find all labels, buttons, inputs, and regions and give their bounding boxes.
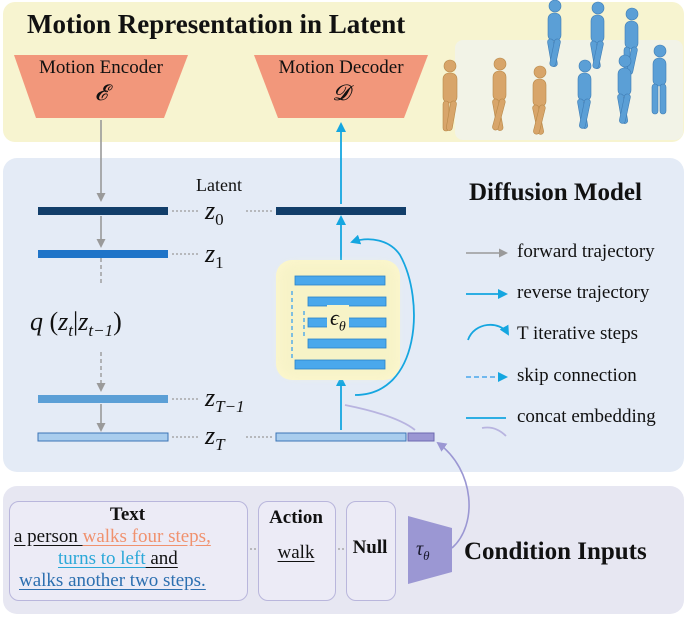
null-box-title: Null [352,537,388,558]
text-line-1b: walks four steps, [82,526,211,547]
z1-base: z [205,239,216,268]
action-box-value: walk [258,542,334,564]
tau-sub: θ [423,548,430,563]
diffusion-model-title: Diffusion Model [469,179,642,206]
action-box-title: Action [269,507,323,528]
tau-shape [408,516,452,584]
formula-sub-t1: t−1 [88,321,114,341]
human-figures-icon [442,0,683,140]
formula-sub-t: t [68,321,74,341]
z1-label: z1 [205,239,224,273]
zT1-label: zT−1 [205,383,245,417]
legend-concat-label: concat embedding [517,406,656,427]
z1-sub: 1 [215,253,224,273]
zT1-base: z [205,383,216,412]
action-value-text: walk [277,542,315,563]
z0-base: z [205,196,216,225]
eps-sub: θ [338,319,346,335]
bar-z0-right [276,207,406,215]
legend-forward-label: forward trajectory [517,241,655,262]
z0-label: z0 [205,196,224,230]
bar-zT-right [275,432,407,442]
bar-z0-left [38,207,168,215]
latent-panel-title: Motion Representation in Latent [27,9,406,39]
null-condition-box [346,501,396,601]
text-line-2a: turns to left [58,548,146,569]
text-line-3: walks another two steps. [19,570,206,592]
bar-condition-embedding [407,432,435,442]
text-line-1: a person walks four steps, [14,526,211,548]
legend-iterative-label: T iterative steps [517,323,639,344]
action-condition-box [258,501,336,601]
condition-inputs-title: Condition Inputs [464,538,647,565]
z0-sub: 0 [215,210,224,230]
forward-process-formula: q (zt|zt−1) [30,307,122,342]
eps-theta-label: ϵθ [327,305,349,336]
tau-to-embedding-arrow [436,441,470,549]
concat-embedding-curve [344,404,416,431]
encoder-shape [14,55,188,118]
decoder-shape [254,55,428,118]
tau-theta-label: τθ [416,538,430,564]
iterative-loop-arrow [350,234,415,396]
tau-base: τ [416,538,424,560]
eps-layer-1 [294,275,386,286]
zT-sub: T [215,435,225,455]
bar-zT-left [37,432,169,442]
bar-z1-left [38,250,168,258]
q-symbol: q [30,307,43,336]
zT1-sub: T−1 [215,397,245,417]
decoder-symbol: 𝓓 [332,80,350,105]
text-box-title: Text [109,504,146,525]
text-line-2b: and [145,548,178,569]
text-line-3a: walks another two steps. [19,570,206,591]
decoder-label: Motion Decoder [278,57,404,78]
encoder-label: Motion Encoder [38,57,163,78]
text-line-1a: a person [14,526,83,547]
latent-label: Latent [196,175,242,195]
legend-skip-label: skip connection [517,365,637,386]
eps-layer-5 [294,359,386,370]
text-condition-box [9,501,248,601]
bar-zT1-left [38,395,168,403]
eps-layer-4 [307,338,387,349]
text-line-2: turns to left and [58,548,178,570]
eps-base: ϵ [330,305,339,330]
zT-base: z [205,421,216,450]
formula-zt1: z [78,307,89,336]
formula-zt: z [58,307,69,336]
legend-iterative-icon [467,324,509,341]
zT-label: zT [205,421,225,455]
legend-concat-curve [481,426,507,437]
encoder-symbol: 𝓔 [94,80,108,105]
legend-reverse-label: reverse trajectory [517,282,650,303]
